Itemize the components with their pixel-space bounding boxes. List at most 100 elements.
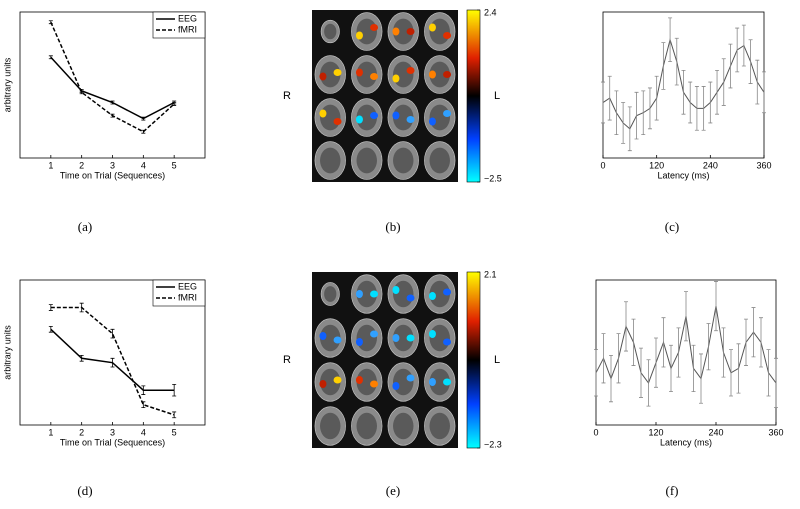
error-bar — [661, 317, 666, 368]
error-bar — [681, 70, 686, 115]
error-bar — [715, 70, 720, 115]
x-tick-label: 240 — [703, 160, 718, 170]
y-axis-label: arbitrary units — [2, 325, 12, 380]
x-tick-label: 360 — [768, 427, 783, 437]
error-bar — [721, 58, 726, 106]
error-bar — [110, 113, 115, 118]
error-bar — [594, 349, 598, 397]
error-bar — [48, 304, 53, 311]
activation — [319, 380, 327, 388]
activation — [392, 334, 400, 342]
side-label: L — [494, 354, 500, 366]
error-bar — [172, 102, 177, 106]
brain-matter — [324, 23, 337, 40]
error-bar — [748, 39, 753, 84]
x-tick-label: 3 — [110, 160, 115, 170]
side-label: L — [494, 90, 500, 102]
legend-box — [152, 11, 206, 39]
panel-label: (d) — [77, 483, 92, 498]
activation — [319, 109, 327, 118]
error-bar — [641, 90, 646, 136]
activation — [443, 110, 452, 117]
error-bar — [141, 116, 146, 121]
error-bar — [141, 401, 146, 408]
side-label: R — [283, 90, 291, 102]
error-bar — [676, 327, 681, 378]
activation — [333, 69, 342, 76]
error-bar — [755, 59, 760, 105]
x-tick-label: 2 — [79, 160, 84, 170]
side-label: R — [283, 354, 291, 366]
error-bar — [744, 318, 748, 366]
brain-matter — [356, 368, 377, 396]
brain-matter — [393, 368, 414, 396]
brain-matter — [393, 18, 414, 45]
activation — [443, 338, 452, 346]
brain-matter — [356, 147, 377, 174]
error-bar — [701, 86, 706, 131]
brain-matter — [320, 61, 341, 88]
activation — [392, 74, 400, 83]
brain-matter — [429, 280, 450, 308]
error-bar — [741, 24, 746, 67]
activation — [355, 68, 363, 77]
error-bar — [688, 81, 693, 124]
x-tick-label: 120 — [649, 160, 664, 170]
x-tick-label: 4 — [141, 160, 146, 170]
colorbar — [466, 271, 481, 449]
colorbar-label: −2.3 — [484, 439, 502, 449]
error-bar — [699, 353, 703, 404]
brain-matter — [393, 61, 414, 88]
activation — [333, 336, 342, 344]
error-bar — [774, 357, 778, 408]
colorbar-label: 2.1 — [484, 269, 497, 279]
activation — [370, 290, 379, 298]
colorbar-label: −2.5 — [484, 173, 502, 183]
activation — [333, 118, 342, 125]
error-bar — [609, 355, 613, 403]
error-bar — [668, 17, 673, 63]
activation — [443, 288, 452, 296]
x-axis-label: Latency (ms) — [660, 437, 712, 447]
error-bar — [684, 291, 688, 342]
error-bar — [708, 81, 713, 124]
error-bar — [48, 326, 53, 333]
brain-matter — [393, 412, 414, 440]
legend-label: fMRI — [178, 292, 197, 302]
error-bar — [669, 344, 673, 393]
error-bar — [721, 327, 726, 378]
x-tick-label: 1 — [48, 427, 53, 437]
x-tick-label: 0 — [593, 427, 598, 437]
activation — [370, 112, 379, 119]
error-bar — [751, 307, 756, 358]
error-bar — [728, 43, 733, 89]
brain-matter — [356, 104, 377, 131]
error-bar — [614, 90, 619, 136]
panel-label: (f) — [666, 483, 679, 498]
activation — [370, 73, 379, 80]
brain-matter — [429, 368, 450, 396]
x-axis-label: Time on Trial (Sequences) — [60, 437, 165, 447]
error-bar — [110, 328, 115, 339]
error-bar — [601, 333, 606, 384]
activation — [370, 330, 379, 338]
panel-label: (a) — [78, 219, 92, 234]
activation — [428, 292, 436, 300]
error-bar — [627, 106, 632, 152]
activation — [406, 334, 415, 342]
activation — [392, 111, 400, 120]
activation — [443, 71, 452, 78]
x-tick-label: 5 — [172, 160, 177, 170]
activation — [428, 378, 436, 386]
panel-label: (e) — [386, 483, 400, 498]
error-bar — [714, 281, 718, 332]
brain-matter — [320, 412, 341, 440]
error-bar — [601, 81, 605, 124]
brain-matter — [320, 324, 341, 352]
activation — [355, 290, 363, 298]
error-bar — [172, 384, 177, 397]
brain-matter — [393, 104, 414, 131]
error-bar — [759, 317, 763, 368]
series-line — [50, 306, 175, 416]
